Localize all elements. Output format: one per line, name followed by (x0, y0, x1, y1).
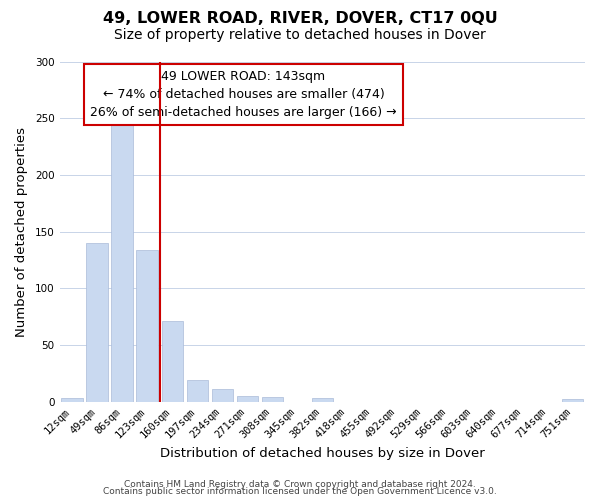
X-axis label: Distribution of detached houses by size in Dover: Distribution of detached houses by size … (160, 447, 485, 460)
Bar (86, 243, 108, 402)
Y-axis label: Number of detached properties: Number of detached properties (15, 126, 28, 336)
Bar (136, 250, 158, 402)
Bar (61, 398, 83, 402)
Bar (311, 398, 333, 402)
Bar (161, 321, 183, 402)
Text: 49, LOWER ROAD, RIVER, DOVER, CT17 0QU: 49, LOWER ROAD, RIVER, DOVER, CT17 0QU (103, 11, 497, 26)
Bar (212, 389, 233, 402)
Bar (262, 397, 283, 402)
Text: Contains HM Land Registry data © Crown copyright and database right 2024.: Contains HM Land Registry data © Crown c… (124, 480, 476, 489)
Bar (112, 116, 133, 402)
Text: Size of property relative to detached houses in Dover: Size of property relative to detached ho… (114, 28, 486, 42)
Bar (236, 396, 258, 402)
Bar (187, 380, 208, 402)
Text: Contains public sector information licensed under the Open Government Licence v3: Contains public sector information licen… (103, 487, 497, 496)
Bar (562, 400, 583, 402)
Text: 49 LOWER ROAD: 143sqm
← 74% of detached houses are smaller (474)
26% of semi-det: 49 LOWER ROAD: 143sqm ← 74% of detached … (90, 70, 397, 119)
